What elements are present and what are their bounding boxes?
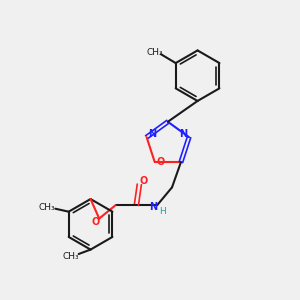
- Text: O: O: [140, 176, 148, 186]
- Text: CH₃: CH₃: [62, 252, 79, 261]
- Text: H: H: [159, 207, 166, 216]
- Text: O: O: [157, 157, 165, 167]
- Text: CH₃: CH₃: [147, 48, 163, 57]
- Text: N: N: [180, 129, 188, 139]
- Text: N: N: [148, 129, 156, 139]
- Text: CH₃: CH₃: [39, 203, 55, 212]
- Text: N: N: [148, 202, 157, 212]
- Text: O: O: [92, 217, 100, 226]
